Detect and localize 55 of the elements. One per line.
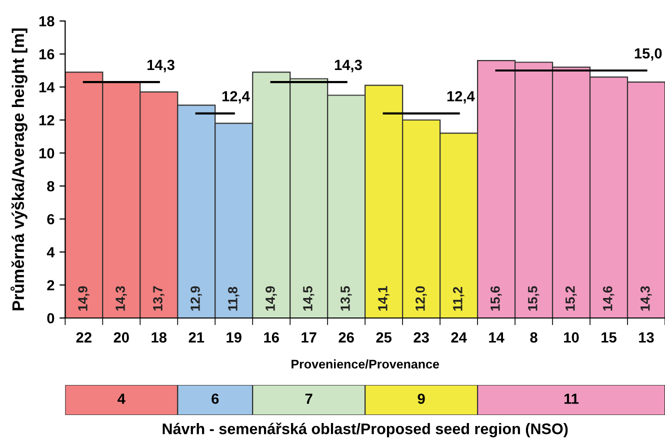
x-tick-label: 23 [414, 332, 429, 343]
x-tick-label: 20 [114, 332, 129, 343]
annotation: 15,0 [634, 48, 662, 61]
x-tick-label: 22 [76, 332, 92, 342]
y-tick-label: 18 [39, 16, 54, 26]
text: 9 [418, 394, 425, 404]
x-tick-label: 26 [338, 332, 354, 343]
data-label: 12,0 [416, 286, 427, 311]
x-tick-label: 25 [376, 332, 392, 343]
annotation: 14,3 [334, 60, 362, 72]
text: Návrh - semenářská oblast/Proposed seed region (NSO) [162, 422, 568, 438]
x-tick-label: 21 [188, 332, 204, 342]
x-tick-label: 17 [302, 332, 316, 342]
data-label: 13,7 [153, 286, 164, 311]
x-tick-label: 16 [264, 332, 279, 343]
x-tick-label: 19 [226, 332, 242, 343]
y-tick-label: 8 [47, 181, 54, 192]
data-label: 14,6 [602, 286, 614, 311]
y-tick-label: 6 [47, 214, 54, 224]
y-axis-title: Průměrná výška/Average height [m] [10, 28, 28, 310]
data-label: 12,9 [190, 286, 202, 311]
annotation: 14,3 [147, 60, 174, 72]
y-tick-label: 14 [39, 82, 55, 92]
text: 4 [118, 394, 126, 404]
text: 11 [564, 394, 579, 404]
data-label: 14,9 [266, 286, 277, 311]
y-tick-label: 12 [39, 115, 54, 126]
annotation: 12,4 [447, 91, 475, 104]
x-tick-label: 8 [530, 332, 538, 343]
x-tick-label: 10 [564, 332, 579, 343]
y-tick-label: 16 [39, 49, 54, 60]
x-tick-label: 13 [639, 332, 654, 343]
data-label: 14,3 [640, 286, 652, 311]
x-tick-label: 24 [451, 332, 467, 342]
x-tick-label: 18 [152, 332, 167, 343]
data-label: 14,5 [303, 286, 314, 311]
x-axis-title: Provenience/Provenance [292, 359, 440, 369]
data-label: 15,2 [565, 286, 577, 311]
y-tick-label: 4 [46, 247, 55, 258]
x-tick-label: 14 [489, 332, 504, 342]
data-label: 13,5 [340, 286, 352, 311]
x-tick-label: 15 [602, 332, 616, 343]
text: 7 [305, 394, 312, 404]
data-label: 14,3 [116, 286, 127, 311]
data-label: 15,6 [490, 286, 502, 311]
data-label: 11,8 [228, 286, 240, 311]
text: 6 [212, 394, 219, 404]
data-label: 14,9 [78, 286, 90, 311]
annotation: 12,4 [222, 91, 250, 104]
data-label: 15,5 [528, 286, 540, 311]
y-tick-label: 2 [47, 280, 54, 290]
y-tick-label: 0 [47, 313, 54, 324]
data-label: 11,2 [453, 286, 464, 311]
y-tick-label: 10 [39, 148, 54, 158]
data-label: 14,1 [378, 286, 390, 311]
